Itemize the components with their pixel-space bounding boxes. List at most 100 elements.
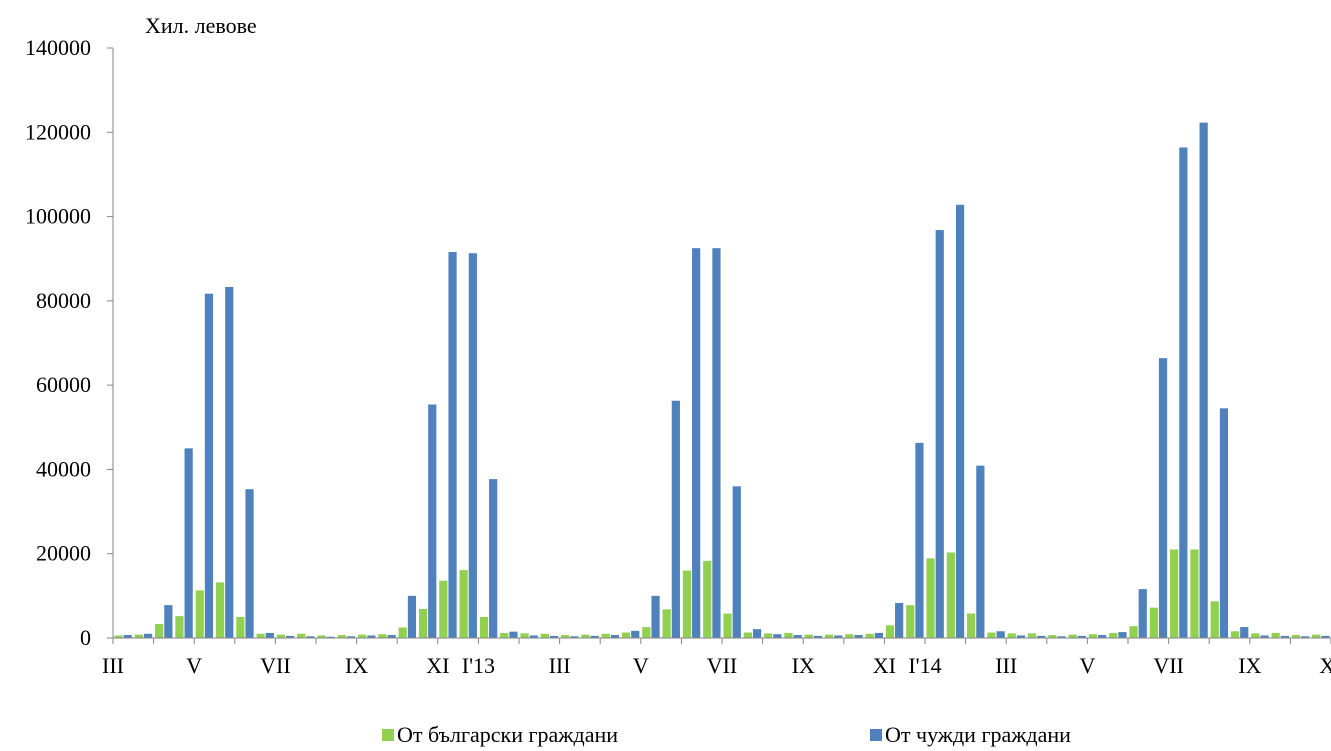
bar-foreign-citizens	[1260, 635, 1269, 638]
bar-bulgarian-citizens	[845, 634, 854, 638]
bar-bulgarian-citizens	[1210, 601, 1219, 638]
x-tick-label: IX	[345, 653, 368, 678]
bar-bulgarian-citizens	[134, 634, 143, 638]
bar-foreign-citizens	[448, 251, 457, 638]
bar-foreign-citizens	[204, 293, 214, 638]
bar-bulgarian-citizens	[662, 609, 671, 638]
bar-foreign-citizens	[651, 595, 660, 638]
y-tick-label: 20000	[36, 541, 91, 566]
bar-foreign-citizens	[1138, 589, 1147, 638]
y-tick-label: 120000	[25, 119, 91, 144]
bar-foreign-citizens	[1280, 635, 1289, 638]
x-axis-ticks: III V VII IX XI I'13 III V VII IX XI I'14 III V VII IX X…	[102, 638, 1331, 678]
bar-foreign-citizens	[245, 489, 254, 638]
y-axis-unit-label: Хил. левове	[145, 13, 257, 38]
bar-foreign-citizens	[732, 486, 741, 638]
y-tick-label: 100000	[25, 204, 91, 229]
bar-foreign-citizens	[468, 253, 477, 639]
x-tick-label: V	[1079, 653, 1095, 678]
bar-bulgarian-citizens	[1027, 633, 1037, 638]
bar-foreign-citizens	[1179, 147, 1188, 638]
bar-bulgarian-citizens	[540, 633, 549, 638]
bar-foreign-citizens	[164, 605, 173, 638]
bar-bulgarian-citizens	[256, 633, 265, 638]
bar-foreign-citizens	[935, 230, 944, 638]
bar-foreign-citizens	[387, 635, 396, 638]
bar-foreign-citizens	[854, 635, 863, 638]
bar-bulgarian-citizens	[459, 570, 468, 638]
bar-foreign-citizens	[549, 635, 559, 638]
bar-bulgarian-citizens	[764, 633, 773, 638]
bar-foreign-citizens	[326, 636, 335, 638]
bar-foreign-citizens	[631, 630, 640, 638]
x-tick-label: VII	[1153, 653, 1184, 678]
bar-foreign-citizens	[1016, 635, 1026, 638]
bar-foreign-citizens	[184, 448, 193, 638]
bar-bulgarian-citizens	[236, 616, 245, 638]
bar-bulgarian-citizens	[987, 632, 996, 638]
bar-foreign-citizens	[286, 635, 295, 638]
bar-bulgarian-citizens	[1291, 635, 1301, 638]
bar-bulgarian-citizens	[479, 616, 489, 638]
bar-bulgarian-citizens	[1190, 549, 1199, 638]
bar-bulgarian-citizens	[114, 635, 123, 638]
y-tick-label: 80000	[36, 288, 91, 313]
bar-foreign-citizens	[874, 632, 883, 638]
bar-foreign-citizens	[1301, 636, 1310, 638]
x-tick-label: I'14	[908, 653, 941, 678]
bar-bulgarian-citizens	[418, 608, 428, 638]
bar-bulgarian-citizens	[215, 582, 225, 638]
legend-swatch	[870, 729, 882, 741]
bar-foreign-citizens	[1321, 635, 1330, 638]
bar-bulgarian-citizens	[317, 635, 326, 638]
bar-bulgarian-citizens	[1007, 633, 1016, 638]
bar-foreign-citizens	[1219, 408, 1229, 638]
x-tick-label: V	[633, 653, 649, 678]
bar-foreign-citizens	[712, 248, 721, 638]
bar-bulgarian-citizens	[398, 627, 407, 638]
x-tick-label: VII	[707, 653, 738, 678]
bar-foreign-citizens	[955, 204, 965, 638]
bar-bulgarian-citizens	[885, 625, 895, 638]
bar-foreign-citizens	[1098, 635, 1107, 638]
legend-label: От чужди граждани	[885, 722, 1071, 747]
x-tick-label: IX	[792, 653, 815, 678]
bar-foreign-citizens	[1240, 627, 1249, 638]
bar-bulgarian-citizens	[378, 634, 387, 638]
bar-foreign-citizens	[1118, 632, 1127, 638]
x-tick-label: III	[102, 653, 124, 678]
bar-foreign-citizens	[793, 635, 802, 638]
bar-foreign-citizens	[1057, 636, 1066, 638]
bar-bulgarian-citizens	[1251, 633, 1260, 638]
bar-foreign-citizens	[123, 635, 132, 638]
bar-foreign-citizens	[1158, 358, 1168, 638]
x-tick-label: XI	[873, 653, 896, 678]
bar-foreign-citizens	[265, 632, 274, 638]
bar-foreign-citizens	[367, 635, 376, 638]
legend-label: От български граждани	[397, 722, 618, 747]
bar-bulgarian-citizens	[1271, 632, 1280, 638]
bar-bulgarian-citizens	[723, 613, 732, 638]
bar-bulgarian-citizens	[276, 634, 286, 638]
bar-bulgarian-citizens	[195, 590, 204, 638]
bar-bulgarian-citizens	[155, 624, 164, 638]
bar-bulgarian-citizens	[926, 558, 935, 638]
x-tick-label: VII	[260, 653, 291, 678]
bar-bulgarian-citizens	[175, 616, 184, 638]
bar-bulgarian-citizens	[743, 632, 752, 638]
bar-bulgarian-citizens	[824, 634, 834, 638]
x-tick-label: III	[995, 653, 1017, 678]
bar-foreign-citizens	[529, 635, 538, 638]
bar-bulgarian-citizens	[1109, 632, 1118, 638]
bar-bulgarian-citizens	[621, 632, 631, 638]
y-tick-label: 0	[80, 625, 91, 650]
bar-bulgarian-citizens	[1149, 607, 1158, 638]
x-tick-label: IX	[1238, 653, 1261, 678]
bar-bulgarian-citizens	[1230, 631, 1240, 638]
bar-bulgarian-citizens	[561, 635, 570, 638]
bar-bulgarian-citizens	[439, 580, 448, 638]
bar-foreign-citizens	[895, 603, 904, 638]
y-tick-label: 40000	[36, 456, 91, 481]
x-tick-label: III	[549, 653, 571, 678]
